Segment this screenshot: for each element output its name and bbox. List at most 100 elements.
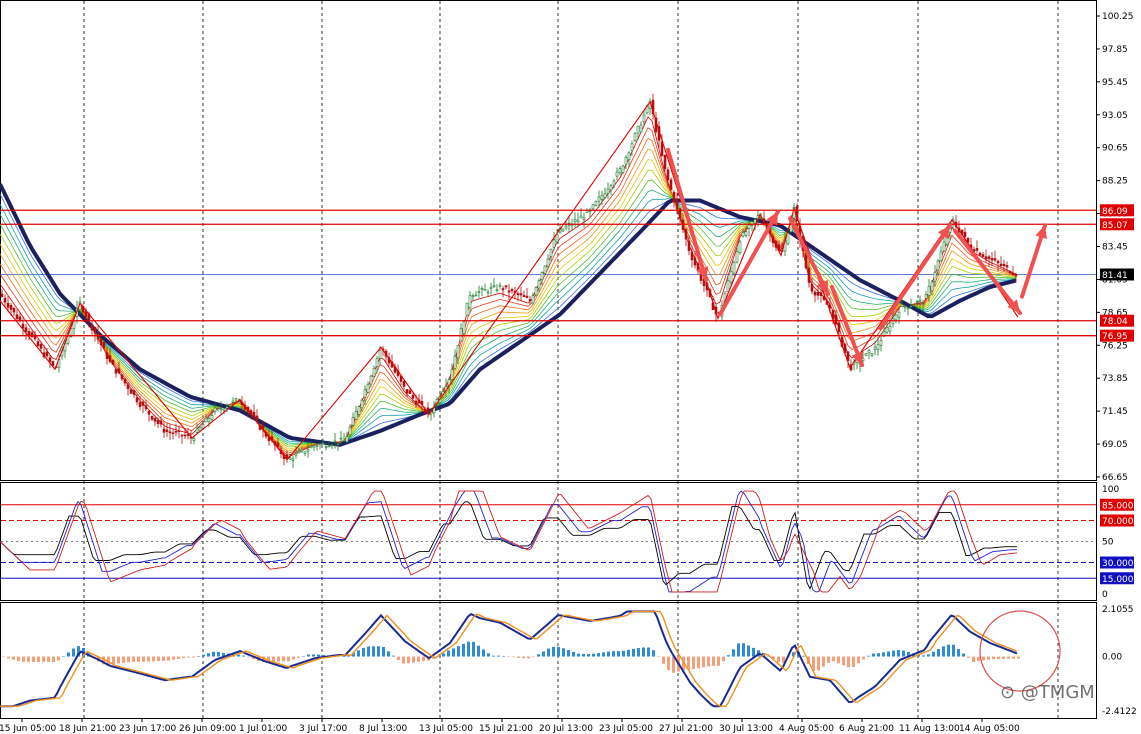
- y-tick-label: 100.25: [1102, 12, 1134, 22]
- candle-body: [330, 444, 334, 447]
- x-tick-label: 20 Jul 13:00: [539, 724, 593, 734]
- candle-body: [453, 355, 457, 369]
- macd-histogram-bar: [322, 654, 325, 657]
- macd-histogram-bar: [832, 656, 835, 662]
- macd-histogram-bar: [172, 656, 175, 660]
- macd-histogram-bar: [102, 656, 105, 665]
- macd-histogram-bar: [982, 656, 985, 661]
- macd-histogram-bar: [957, 649, 960, 657]
- candle-body: [204, 418, 208, 423]
- macd-histogram-bar: [182, 656, 185, 659]
- macd-histogram-bar: [62, 656, 65, 657]
- macd-histogram-bar: [57, 656, 60, 661]
- candle-body: [318, 443, 322, 445]
- macd-histogram-bar: [12, 656, 15, 660]
- candle-body: [630, 143, 634, 151]
- candle-body: [120, 374, 124, 380]
- candle-body: [687, 240, 691, 251]
- candle-body: [447, 379, 451, 386]
- macd-histogram-bar: [132, 656, 135, 662]
- candle-body: [342, 440, 346, 442]
- x-tick-label: 8 Jul 13:00: [359, 724, 408, 734]
- macd-histogram-bar: [287, 656, 290, 662]
- price-level-label-box: [1100, 218, 1134, 231]
- candle-body: [975, 248, 979, 251]
- candle-body: [900, 304, 904, 307]
- macd-histogram-bar: [882, 652, 885, 657]
- trend-arrows: [666, 147, 1047, 368]
- candle-body: [471, 295, 475, 297]
- candle-body: [978, 252, 982, 256]
- candle-body: [993, 258, 997, 261]
- candle-body: [93, 327, 97, 334]
- candle-body: [636, 125, 640, 134]
- macd-histogram-bar: [142, 656, 145, 662]
- candle-body: [810, 284, 814, 292]
- trend-arrow-head: [766, 211, 778, 226]
- macd-histogram-bar: [47, 656, 50, 662]
- macd-histogram-bar: [22, 656, 25, 662]
- candle-body: [24, 327, 28, 333]
- macd-panel-frame: [0, 602, 1097, 719]
- macd-histogram-bar: [197, 656, 200, 657]
- candle-body: [894, 314, 898, 321]
- macd-histogram-bar: [222, 652, 225, 657]
- candle-body: [165, 429, 169, 432]
- candle-body: [405, 389, 409, 394]
- candle-body: [915, 301, 919, 304]
- ribbon-line: [0, 169, 1017, 448]
- candle-body: [807, 267, 811, 283]
- macd-histogram-bar: [502, 655, 505, 657]
- trend-arrow-head: [851, 351, 864, 366]
- candle-body: [153, 417, 157, 422]
- candle-body: [678, 208, 682, 219]
- candle-body: [501, 288, 505, 291]
- x-tick-label: 15 Jul 21:00: [479, 724, 533, 734]
- trend-arrow-head: [1035, 225, 1047, 240]
- macd-histogram-bar: [372, 646, 375, 657]
- candle-body: [621, 165, 625, 173]
- macd-histogram-bar: [137, 656, 140, 662]
- y-tick-label: 69.05: [1102, 440, 1128, 450]
- candle-body: [276, 442, 280, 447]
- macd-histogram-bar: [442, 653, 445, 657]
- candle-body: [741, 232, 745, 237]
- candle-body: [1002, 263, 1006, 267]
- y-tick-label: 90.65: [1102, 144, 1128, 154]
- candle-body: [378, 349, 382, 359]
- candle-body: [216, 406, 220, 409]
- candle-body: [750, 221, 754, 226]
- candle-body: [462, 321, 466, 335]
- candle-body: [222, 408, 226, 411]
- macd-histogram-bar: [667, 656, 670, 671]
- candle-body: [456, 345, 460, 359]
- macd-histogram-bar: [497, 655, 500, 657]
- macd-histogram-bar: [967, 656, 970, 658]
- candle-body: [591, 204, 595, 210]
- macd-histogram-bar: [307, 654, 310, 657]
- macd-histogram-bar: [927, 654, 930, 657]
- oscillator-panel-frame: [0, 482, 1097, 601]
- macd-histogram-bar: [627, 649, 630, 657]
- trend-arrow-head: [816, 279, 828, 294]
- candle-body: [306, 449, 310, 452]
- macd-histogram-bar: [852, 656, 855, 667]
- y-tick-label: 76.25: [1102, 341, 1128, 351]
- macd-histogram-bar: [422, 656, 425, 662]
- macd-histogram-bar: [1002, 656, 1005, 659]
- macd-histogram-bar: [187, 656, 190, 658]
- candle-body: [369, 375, 373, 385]
- y-tick-label: 97.85: [1102, 45, 1128, 55]
- y-tick-label: 78.65: [1102, 308, 1128, 318]
- candle-body: [582, 217, 586, 221]
- macd-histogram-bar: [837, 656, 840, 664]
- macd-histogram-bar: [472, 641, 475, 657]
- ribbon-line: [0, 116, 1017, 458]
- candle-body: [21, 323, 25, 329]
- x-tick-label: 6 Aug 21:00: [839, 724, 894, 734]
- candle-body: [909, 305, 913, 308]
- macd-histogram-bar: [987, 656, 990, 660]
- candle-body: [879, 340, 883, 346]
- candle-body: [360, 399, 364, 409]
- candle-body: [33, 334, 37, 340]
